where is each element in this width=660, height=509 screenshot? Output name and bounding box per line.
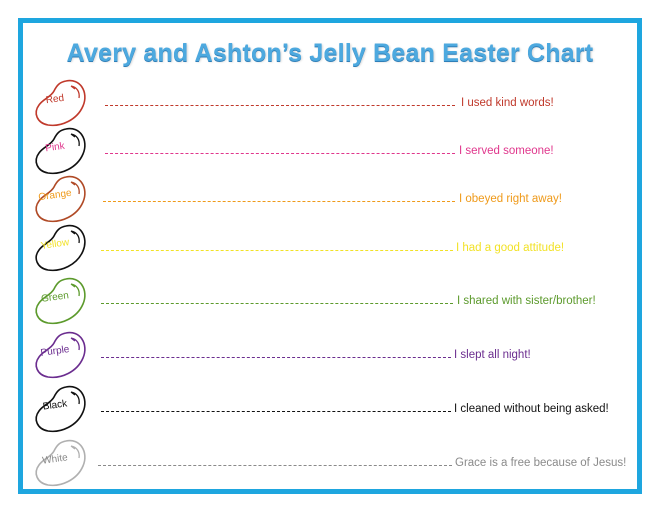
chart-row-white: White Grace is a free because of Jesus! (23, 438, 637, 488)
leader-line (101, 250, 453, 251)
behavior-label: Grace is a free because of Jesus! (455, 457, 627, 469)
red-jelly-bean-icon (35, 79, 86, 127)
leader-line (101, 303, 453, 304)
chart-row-orange: Orange I obeyed right away! (23, 174, 637, 224)
behavior-label: I obeyed right away! (459, 193, 562, 205)
chart-row-red: Red I used kind words! (23, 78, 637, 128)
yellow-jelly-bean-icon (35, 224, 86, 272)
chart-frame: Avery and Ashton’s Jelly Bean Easter Cha… (18, 18, 642, 494)
behavior-label: I cleaned without being asked! (454, 403, 609, 415)
pink-jelly-bean-icon (35, 127, 86, 175)
purple-jelly-bean-icon (35, 331, 86, 379)
behavior-label: I had a good attitude! (456, 242, 565, 254)
chart-row-black: Black I cleaned without being asked! (23, 384, 637, 434)
leader-line (105, 153, 455, 154)
behavior-label: I shared with sister/brother! (457, 295, 596, 307)
white-jelly-bean-icon (35, 439, 86, 487)
chart-title: Avery and Ashton’s Jelly Bean Easter Cha… (66, 39, 594, 67)
chart-row-purple: Purple I slept all night! (23, 330, 637, 380)
leader-line (98, 465, 452, 466)
leader-line (101, 357, 451, 358)
behavior-label: I slept all night! (454, 349, 531, 361)
chart-row-pink: Pink I served someone! (23, 126, 637, 176)
leader-line (105, 105, 455, 106)
chart-row-yellow: Yellow I had a good attitude! (23, 223, 637, 273)
behavior-label: I served someone! (459, 145, 554, 157)
leader-line (103, 201, 455, 202)
chart-row-green: Green I shared with sister/brother! (23, 276, 637, 326)
black-jelly-bean-icon (35, 385, 86, 433)
green-jelly-bean-icon (35, 277, 86, 325)
behavior-label: I used kind words! (461, 97, 554, 109)
leader-line (101, 411, 451, 412)
orange-jelly-bean-icon (35, 175, 86, 223)
